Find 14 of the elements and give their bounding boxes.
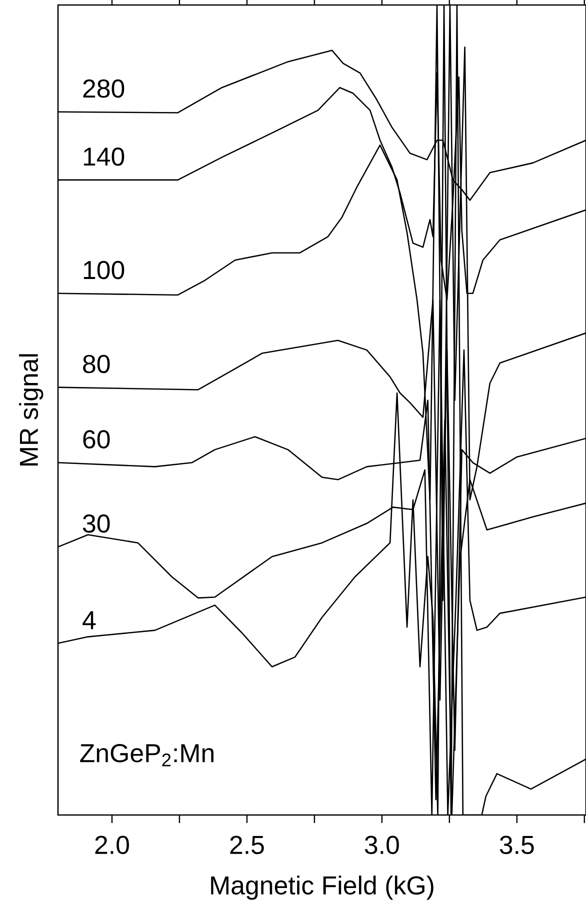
annotation: ZnGeP$_{2}$:Mn [80, 744, 214, 766]
series-label: 280 [83, 79, 124, 98]
series-label: 60 [83, 430, 110, 448]
x-tick-label: 3.0 [364, 836, 399, 854]
series-label: 140 [84, 147, 124, 166]
x-tick-label: 3.5 [500, 836, 534, 854]
y-axis-title: MR signal [19, 354, 44, 466]
series-label: 100 [84, 260, 124, 280]
series-label: 80 [83, 354, 110, 374]
x-axis-title: Magnetic Field (kG) [211, 876, 434, 900]
x-tick-label: 2.0 [95, 836, 129, 854]
series-label: 30 [82, 514, 110, 533]
x-tick-label: 2.5 [230, 836, 264, 854]
series-label: 4 [82, 611, 96, 630]
